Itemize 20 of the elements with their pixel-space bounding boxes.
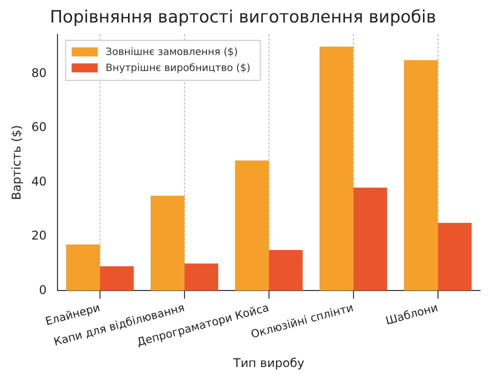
bar [235, 160, 269, 291]
y-tick-label: 80 [31, 66, 47, 80]
bar [150, 196, 184, 291]
y-tick-label: 60 [31, 120, 47, 134]
chart-title: Порівняння вартості виготовлення виробів [50, 8, 436, 28]
bar [100, 266, 134, 291]
bar [184, 264, 218, 291]
bar [404, 60, 438, 291]
y-tick-label: 40 [31, 174, 47, 188]
x-axis-title: Тип виробу [232, 356, 304, 370]
bar [66, 244, 100, 291]
legend-label: Внутрішнє виробництво ($) [106, 62, 250, 74]
y-tick-label: 0 [39, 282, 47, 297]
y-axis-title: Вартість ($) [9, 125, 24, 200]
y-tick-label: 20 [31, 228, 47, 243]
bar [353, 188, 388, 291]
bar [438, 222, 472, 291]
bar [320, 46, 354, 291]
legend-label: Зовнішнє замовлення ($) [106, 46, 238, 58]
bar [268, 250, 303, 291]
